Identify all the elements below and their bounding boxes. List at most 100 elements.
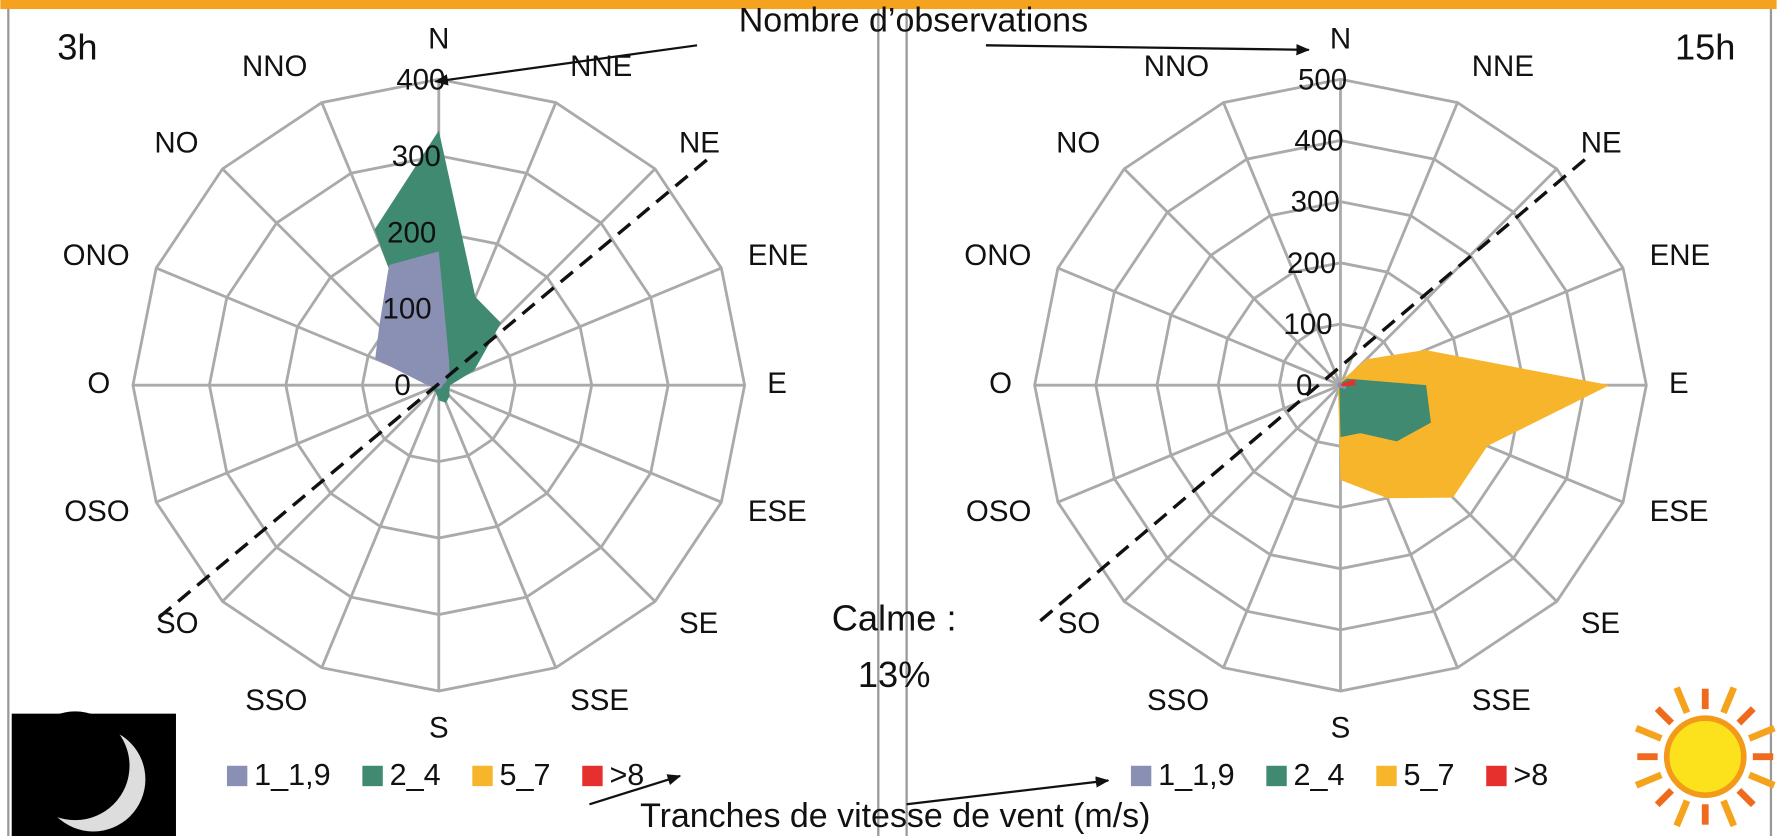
legend-swatch — [582, 765, 603, 787]
category-label: NNE — [1472, 50, 1534, 83]
radar-chart: N NNE NE ENE E ESE SE SSE S SSO SO OSO O ONO NO NNO 0 100… — [964, 23, 1735, 793]
spoke — [320, 384, 441, 669]
category-label: E — [767, 367, 787, 400]
speed-label: Tranches de vitesse de vent (m/s) — [640, 797, 1150, 835]
arrow — [985, 44, 1310, 56]
spoke — [1339, 102, 1459, 386]
spoke — [155, 383, 440, 504]
legend-swatch — [362, 765, 383, 787]
arrow — [906, 776, 1110, 806]
spoke — [221, 384, 440, 603]
calm-label: Calme : — [832, 597, 957, 638]
category-label: S — [1331, 711, 1351, 744]
legend-swatch — [472, 765, 493, 787]
category-label: NO — [154, 127, 198, 160]
category-label: OSO — [966, 495, 1031, 528]
legend-label: 1_1,9 — [254, 758, 331, 792]
spoke — [438, 266, 722, 387]
dashed-axis — [1039, 155, 1590, 623]
category-label: SSE — [570, 684, 629, 717]
sun-ray — [1654, 787, 1675, 808]
r-tick-label: 300 — [392, 140, 441, 173]
sun-ray — [1736, 706, 1756, 726]
legend-label: 1_1,9 — [1158, 758, 1235, 792]
category-label: SO — [1058, 607, 1101, 640]
sun-ray — [1634, 771, 1663, 789]
spoke — [1222, 384, 1342, 669]
r-tick-label: 300 — [1291, 186, 1340, 219]
legend-swatch — [1376, 765, 1397, 787]
category-label: SE — [679, 607, 718, 640]
category-label: OSO — [64, 495, 129, 528]
series-area — [375, 251, 450, 389]
chart-title: 3h — [57, 26, 97, 67]
category-label: N — [428, 23, 449, 56]
sun-ray — [1720, 799, 1737, 828]
sun-ray — [1673, 686, 1691, 715]
chart-title: 15h — [1675, 26, 1735, 67]
spoke — [437, 384, 657, 603]
category-label: S — [429, 711, 449, 744]
category-label: ENE — [748, 239, 809, 272]
category-label: O — [989, 367, 1012, 400]
legend-swatch — [1486, 765, 1507, 787]
legend-label: >8 — [1513, 758, 1548, 792]
category-label: O — [87, 367, 110, 400]
count-label: Nombre d’observations — [739, 2, 1088, 40]
arrow — [434, 44, 698, 86]
series-area — [1340, 379, 1356, 387]
r-tick-label: 0 — [394, 369, 410, 402]
category-label: SSO — [1147, 684, 1209, 717]
spoke — [1222, 102, 1342, 386]
r-tick-label: 100 — [1283, 308, 1332, 341]
r-tick-label: 500 — [1298, 63, 1347, 96]
sun-ray — [1673, 799, 1691, 828]
r-tick-label: 200 — [387, 216, 436, 249]
category-label: NNO — [1144, 50, 1209, 83]
legend-label: 2_4 — [390, 758, 441, 792]
plots: NNNENEENEEESESESSESSSOSOOSOOONONONNO0100… — [57, 23, 1735, 793]
category-label: NE — [1581, 127, 1622, 160]
radar-chart: NNNENEENEEESESESSESSSOSOOSOOONONONNO0100… — [57, 23, 808, 793]
category-label: SSO — [245, 684, 307, 717]
legend-label: 5_7 — [1403, 758, 1454, 792]
sun-ray — [1634, 724, 1663, 742]
category-label: SSE — [1472, 684, 1531, 717]
sun-ray — [1720, 686, 1737, 715]
category-label: NNO — [242, 50, 307, 83]
spoke — [1123, 384, 1342, 603]
legend-label: 2_4 — [1294, 758, 1345, 792]
category-label: ONO — [964, 239, 1031, 272]
category-label: ENE — [1650, 239, 1711, 272]
r-tick-label: 200 — [1287, 247, 1336, 280]
legend-swatch — [1130, 765, 1152, 787]
category-label: SE — [1581, 607, 1620, 640]
r-tick-label: 400 — [1294, 125, 1343, 158]
legend-swatch — [1266, 765, 1287, 787]
category-label: ESE — [1650, 495, 1709, 528]
spoke — [1123, 167, 1342, 387]
legend-label: 5_7 — [500, 758, 551, 792]
spoke — [437, 384, 558, 669]
dashed-axis — [157, 157, 710, 619]
category-label: E — [1669, 367, 1689, 400]
category-label: N — [1330, 23, 1351, 56]
category-label: ONO — [63, 239, 130, 272]
legend-swatch — [226, 765, 248, 787]
sun-ray — [1747, 724, 1776, 742]
category-label: SO — [156, 607, 199, 640]
sun-ray — [1736, 787, 1756, 808]
r-tick-label: 400 — [396, 63, 445, 96]
spoke — [1057, 266, 1342, 387]
category-label: ESE — [748, 495, 807, 528]
r-tick-label: 100 — [383, 293, 432, 326]
series-area — [1337, 378, 1431, 442]
sun-ray — [1747, 771, 1776, 789]
arrow — [589, 774, 682, 806]
r-tick-label: 0 — [1296, 369, 1312, 402]
category-label: NE — [679, 127, 720, 160]
calm-value: 13% — [858, 654, 931, 695]
category-label: NO — [1056, 127, 1100, 160]
